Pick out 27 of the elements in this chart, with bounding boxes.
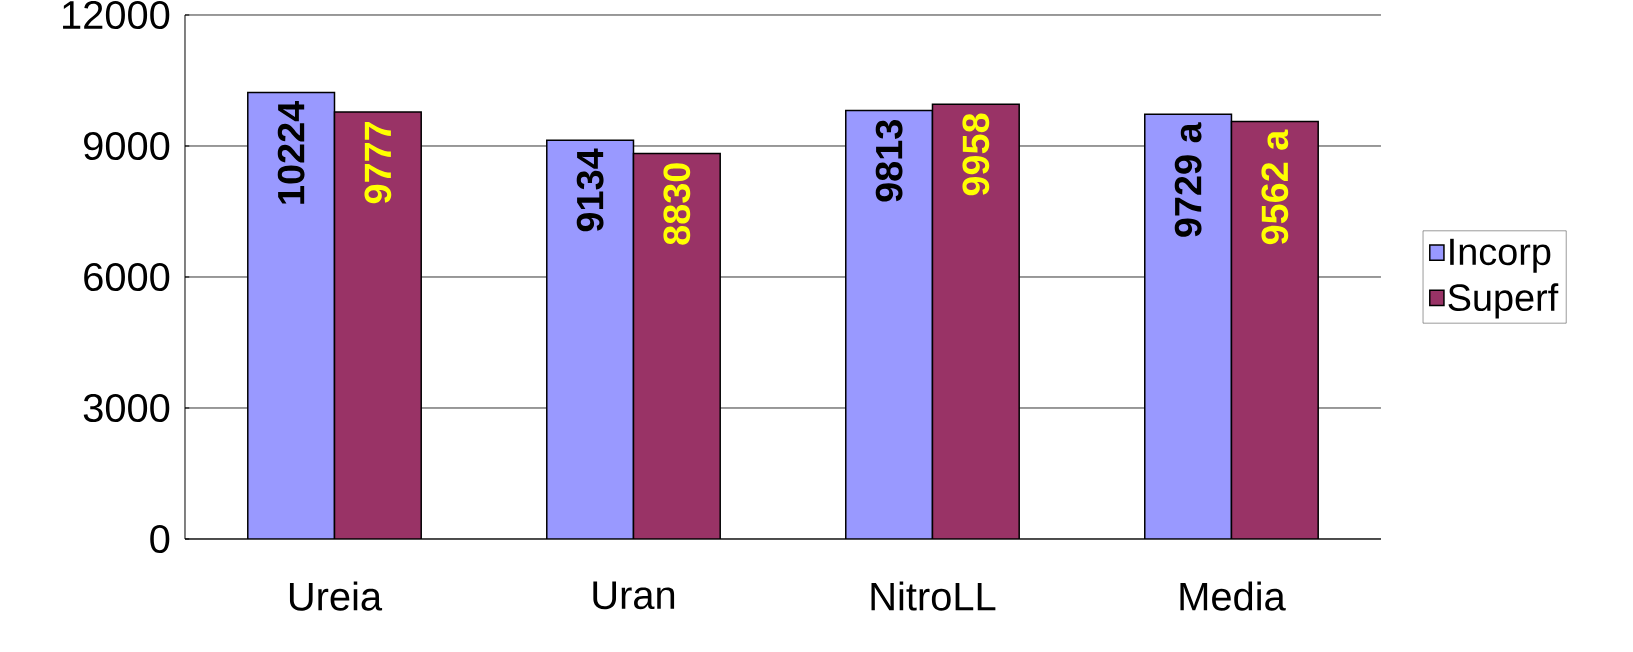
bar [247, 91, 336, 539]
legend-label: Superf [1448, 283, 1559, 319]
data-label: 9958 [962, 113, 990, 196]
x-tick-label: Uran [593, 581, 675, 610]
bar [931, 103, 1020, 539]
bar [1144, 113, 1233, 539]
y-tick-label: 3000 [83, 393, 170, 423]
data-label: 9562 a [1261, 129, 1289, 245]
data-label: 9729 a [1174, 122, 1202, 237]
data-label: 8830 [663, 163, 691, 245]
bar [845, 109, 934, 539]
bar [546, 139, 635, 539]
bar [1230, 120, 1319, 539]
x-tick-label: Ureia [289, 581, 383, 611]
x-tick-label: NitroLL [871, 581, 996, 611]
data-label: 9134 [576, 148, 604, 232]
legend-label: Incorp [1450, 238, 1551, 273]
bar [333, 111, 422, 539]
y-tick-label: 9000 [84, 131, 170, 161]
data-label: 10224 [277, 100, 305, 204]
y-tick-label: 0 [150, 524, 170, 554]
x-tick-label: Media [1180, 581, 1286, 611]
y-tick-label: 6000 [84, 262, 170, 292]
data-label: 9813 [875, 120, 903, 202]
bar [632, 152, 721, 539]
data-label: 9777 [364, 121, 392, 204]
y-tick-label: 12000 [63, 0, 170, 30]
